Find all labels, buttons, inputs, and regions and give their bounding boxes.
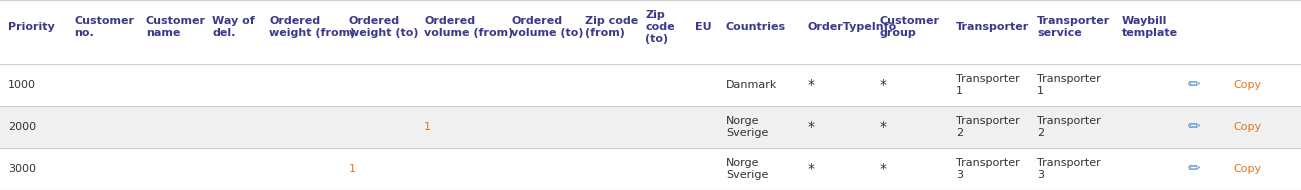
Bar bbox=[0, 148, 1301, 190]
Text: Copy: Copy bbox=[1233, 80, 1262, 90]
Text: Priority: Priority bbox=[8, 22, 55, 32]
Text: *: * bbox=[879, 78, 886, 92]
Bar bbox=[0, 106, 1301, 148]
Text: Transporter
2: Transporter 2 bbox=[1037, 116, 1101, 138]
Text: Zip
code
(to): Zip code (to) bbox=[645, 10, 675, 44]
Text: 1: 1 bbox=[349, 164, 355, 174]
Text: Way of
del.: Way of del. bbox=[212, 16, 255, 38]
Text: Countries: Countries bbox=[726, 22, 786, 32]
Text: Customer
name: Customer name bbox=[146, 16, 206, 38]
Text: ✏: ✏ bbox=[1188, 77, 1201, 92]
Text: Norge
Sverige: Norge Sverige bbox=[726, 158, 769, 180]
Text: Ordered
volume (to): Ordered volume (to) bbox=[511, 16, 584, 38]
Text: Ordered
weight (to): Ordered weight (to) bbox=[349, 16, 418, 38]
Text: Waybill
template: Waybill template bbox=[1121, 16, 1177, 38]
Text: Transporter
service: Transporter service bbox=[1037, 16, 1110, 38]
Text: Copy: Copy bbox=[1233, 122, 1262, 132]
Text: Transporter
2: Transporter 2 bbox=[956, 116, 1020, 138]
Text: ✏: ✏ bbox=[1188, 119, 1201, 134]
Text: Danmark: Danmark bbox=[726, 80, 777, 90]
Text: Transporter
3: Transporter 3 bbox=[1037, 158, 1101, 180]
Text: Transporter
1: Transporter 1 bbox=[1037, 74, 1101, 96]
Text: Customer
group: Customer group bbox=[879, 16, 939, 38]
Text: Zip code
(from): Zip code (from) bbox=[585, 16, 639, 38]
Text: Transporter
3: Transporter 3 bbox=[956, 158, 1020, 180]
Text: 1000: 1000 bbox=[8, 80, 36, 90]
Text: Norge
Sverige: Norge Sverige bbox=[726, 116, 769, 138]
Text: *: * bbox=[879, 162, 886, 176]
Text: Ordered
weight (from): Ordered weight (from) bbox=[269, 16, 355, 38]
Text: *: * bbox=[808, 120, 814, 134]
Text: ✏: ✏ bbox=[1188, 162, 1201, 177]
Text: Transporter
1: Transporter 1 bbox=[956, 74, 1020, 96]
Text: Copy: Copy bbox=[1233, 164, 1262, 174]
Bar bbox=[0, 0, 1301, 64]
Text: *: * bbox=[879, 120, 886, 134]
Text: Ordered
volume (from): Ordered volume (from) bbox=[424, 16, 514, 38]
Text: *: * bbox=[808, 162, 814, 176]
Text: *: * bbox=[808, 78, 814, 92]
Text: 2000: 2000 bbox=[8, 122, 36, 132]
Text: OrderTypeInfo: OrderTypeInfo bbox=[808, 22, 898, 32]
Text: Customer
no.: Customer no. bbox=[74, 16, 134, 38]
Text: Transporter: Transporter bbox=[956, 22, 1029, 32]
Text: 3000: 3000 bbox=[8, 164, 36, 174]
Text: EU: EU bbox=[695, 22, 712, 32]
Text: 1: 1 bbox=[424, 122, 431, 132]
Bar bbox=[0, 64, 1301, 106]
